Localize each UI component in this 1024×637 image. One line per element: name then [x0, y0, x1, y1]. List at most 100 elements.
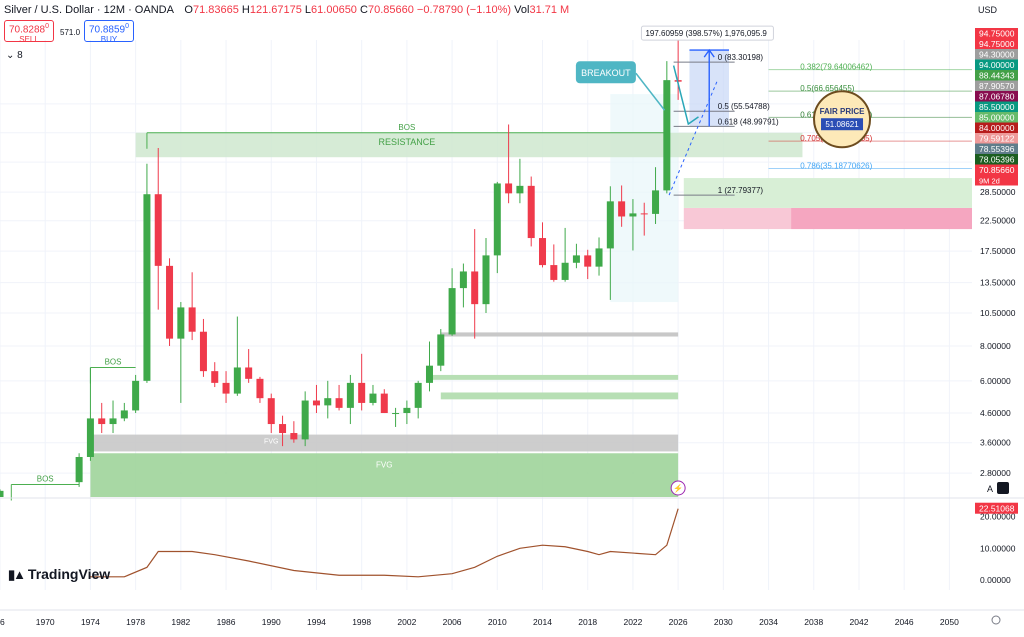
x-tick-label: 1974 — [81, 617, 100, 627]
fib-label: 1 (27.79377) — [718, 186, 764, 195]
candle-body — [154, 194, 162, 266]
price-badge-label: 87.06780 — [979, 92, 1015, 102]
pink-zone-strong — [791, 207, 972, 230]
price-badge-label: 94.75000 — [979, 29, 1015, 39]
price-badge — [975, 133, 1018, 144]
price-badge — [975, 59, 1018, 70]
candle-body — [75, 456, 83, 483]
candle-body — [0, 490, 4, 497]
sell-button[interactable]: 70.82880 SELL — [4, 20, 54, 44]
indicator-y-tick: 10.00000 — [980, 543, 1016, 553]
candle-body — [279, 424, 287, 434]
price-badge — [975, 91, 1018, 102]
buy-price-sup: 0 — [125, 23, 130, 30]
y-tick-label: 17.50000 — [980, 246, 1016, 256]
y-tick-label: 4.60000 — [980, 408, 1011, 418]
chevron-down-icon: ⌄ — [6, 50, 15, 61]
price-badge-label: 94.00000 — [979, 60, 1015, 70]
candle-body — [437, 334, 445, 366]
breakout-label: BREAKOUT — [581, 68, 631, 78]
price-badge-label: 88.44343 — [979, 71, 1015, 81]
lightning-icon[interactable] — [670, 480, 686, 496]
candle-body — [493, 183, 501, 256]
currency-label[interactable]: USD — [978, 5, 998, 15]
candle-body — [233, 367, 241, 394]
fib-right-label: 0.5(66.656455) — [800, 84, 855, 93]
price-badge-label: 70.85660 — [979, 165, 1015, 175]
candle-body — [414, 382, 422, 408]
y-tick-label: 6.00000 — [980, 376, 1011, 386]
price-badge — [975, 143, 1018, 154]
low-value: 61.00650 — [311, 4, 357, 16]
y-tick-label: 28.50000 — [980, 187, 1016, 197]
measure-label-bg — [640, 25, 774, 41]
candle-body — [471, 271, 479, 305]
bos-label: BOS — [37, 474, 54, 483]
y-tick-label: 22.50000 — [980, 216, 1016, 226]
price-badge — [975, 38, 1018, 49]
candle-body — [346, 382, 354, 408]
indicator-last-badge — [975, 502, 1018, 514]
candle-body — [539, 238, 547, 266]
fib-right-label: 0.382(79.64006462) — [800, 63, 872, 72]
breakout-callout[interactable] — [575, 61, 636, 84]
buy-label: BUY — [100, 35, 118, 45]
candle-body — [132, 380, 140, 411]
indicator-last-label: 22.51068 — [979, 504, 1015, 514]
candle-body — [188, 307, 196, 332]
tradingview-logo[interactable]: ▮▲ TradingView — [8, 566, 110, 583]
candle-body — [211, 371, 219, 383]
x-tick-label: 2038 — [804, 617, 823, 627]
tradingview-icon: ▮▲ — [8, 567, 26, 582]
candle-body — [380, 393, 388, 414]
sell-price-sup: 0 — [45, 23, 50, 30]
x-tick-label: 2030 — [714, 617, 733, 627]
gap-band — [429, 374, 679, 380]
candle-body — [222, 382, 230, 394]
x-tick-label: 1982 — [171, 617, 190, 627]
candle-body — [550, 265, 558, 280]
fib-label: 0.618 (48.99791) — [718, 117, 779, 126]
layers-toggle[interactable]: ⌄ 8 — [6, 50, 23, 61]
y-tick-label: 13.50000 — [980, 278, 1016, 288]
price-badge-label: 87.90570 — [979, 81, 1015, 91]
candle-body — [618, 201, 626, 217]
x-tick-label: 2042 — [850, 617, 869, 627]
spread-value: 571.0 — [60, 28, 81, 37]
candle-body — [98, 418, 106, 425]
x-tick-label: 2046 — [895, 617, 914, 627]
price-badge-label: 78.05396 — [979, 155, 1015, 165]
candle-body — [290, 433, 298, 440]
x-tick-label: 1994 — [307, 617, 326, 627]
y-tick-label: 3.60000 — [980, 438, 1011, 448]
y-tick-label: 10.50000 — [980, 308, 1016, 318]
log-scale-icon[interactable] — [997, 482, 1009, 494]
candle-body — [369, 393, 377, 403]
candle-body — [86, 418, 94, 457]
buy-button[interactable]: 70.88590 BUY — [84, 20, 134, 45]
candle-body — [392, 413, 400, 415]
projection-dashed — [668, 79, 719, 196]
price-badge-sub — [975, 175, 1018, 186]
symbol-title[interactable]: Silver / U.S. Dollar · 12M · OANDA — [4, 4, 174, 16]
vol-label: Vol — [514, 4, 530, 16]
vol-value: 31.71 M — [529, 4, 570, 16]
open-label: O — [184, 4, 193, 16]
close-label: C — [360, 4, 368, 16]
x-tick-label: 2022 — [623, 617, 642, 627]
x-tick-label: 1990 — [262, 617, 281, 627]
candle-body — [324, 398, 332, 406]
price-badge — [975, 70, 1018, 81]
settings-gear-icon[interactable] — [991, 615, 1001, 625]
candle-body — [459, 271, 467, 289]
high-label: H — [241, 4, 250, 16]
symbol-header: Silver / U.S. Dollar · 12M · OANDA O71.8… — [4, 4, 569, 16]
buy-price: 70.8859 — [88, 24, 126, 36]
candle-body — [652, 190, 660, 214]
fair-price-value: 51.08621 — [825, 120, 859, 129]
price-badge-label: 84.00000 — [979, 123, 1015, 133]
x-tick-label: 2002 — [397, 617, 416, 627]
price-badge — [975, 122, 1018, 133]
